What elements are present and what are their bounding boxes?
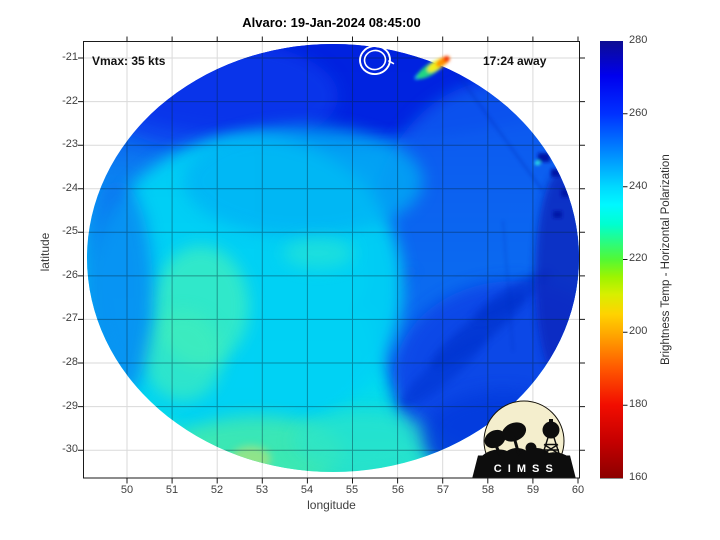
water-tower-tank xyxy=(542,421,560,439)
x-tick-label: 57 xyxy=(436,484,450,496)
x-tick-label: 56 xyxy=(391,484,405,496)
y-tick-label: -30 xyxy=(62,443,78,455)
x-tick-label: 59 xyxy=(526,484,540,496)
y-tick-label: -29 xyxy=(62,400,78,412)
colorbar-tick-label: 280 xyxy=(629,34,648,46)
y-tick-label: -27 xyxy=(62,312,78,324)
colorbar-ticks xyxy=(622,113,628,406)
y-tick-label: -21 xyxy=(62,51,78,63)
x-tick-label: 52 xyxy=(210,484,224,496)
y-tick-label: -24 xyxy=(62,182,78,194)
colorbar-tick-label: 200 xyxy=(629,325,648,337)
x-tick-label: 51 xyxy=(165,484,179,496)
plot-title: Alvaro: 19-Jan-2024 08:45:00 xyxy=(242,15,421,30)
vmax-annotation: Vmax: 35 kts xyxy=(92,54,166,68)
y-tick-label: -28 xyxy=(62,356,78,368)
x-tick-label: 60 xyxy=(571,484,585,496)
x-axis-label: longitude xyxy=(307,498,356,512)
colorbar-tick-label: 180 xyxy=(629,398,648,410)
x-tick-label: 58 xyxy=(481,484,495,496)
x-tick-label: 50 xyxy=(120,484,134,496)
y-tick-label: -22 xyxy=(62,95,78,107)
colorbar-gradient xyxy=(600,41,623,478)
time-away-annotation: 17:24 away xyxy=(483,54,547,68)
y-axis-label: latitude xyxy=(38,232,52,272)
colorbar-tick-label: 160 xyxy=(629,471,648,483)
brightness-temp-map: C I M S S xyxy=(83,41,580,478)
x-tick-label: 55 xyxy=(345,484,359,496)
y-tick-label: -25 xyxy=(62,225,78,237)
colorbar-tick-label: 240 xyxy=(629,180,648,192)
y-tick-label: -26 xyxy=(62,269,78,281)
colorbar-tick-label: 220 xyxy=(629,252,648,264)
y-tick-label: -23 xyxy=(62,138,78,150)
x-tick-label: 53 xyxy=(255,484,269,496)
cimss-logo-text: C I M S S xyxy=(494,463,555,475)
colorbar-tick-label: 260 xyxy=(629,107,648,119)
x-tick-label: 54 xyxy=(300,484,314,496)
